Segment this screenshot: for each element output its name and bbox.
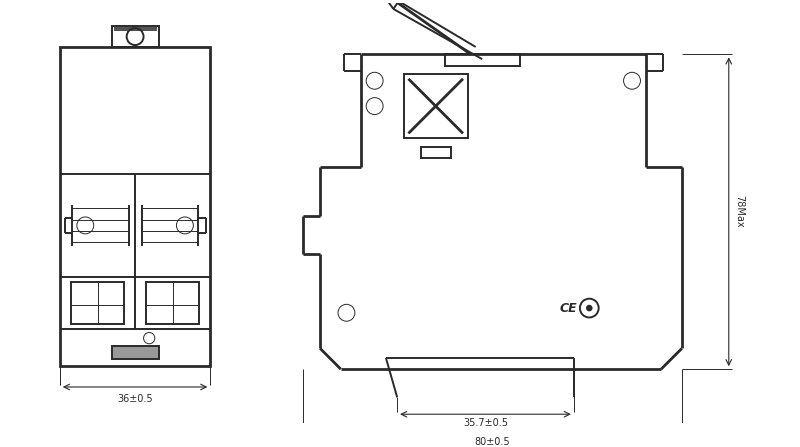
Bar: [114, 26, 156, 30]
Text: 36±0.5: 36±0.5: [118, 395, 153, 405]
Text: 35.7±0.5: 35.7±0.5: [463, 418, 508, 428]
Bar: [445, 55, 520, 66]
Text: CE: CE: [560, 302, 578, 315]
Bar: [112, 346, 158, 359]
Circle shape: [586, 305, 593, 312]
Bar: [112, 26, 158, 47]
Text: 78Max: 78Max: [734, 195, 745, 228]
Text: 80±0.5: 80±0.5: [474, 437, 510, 447]
Bar: [60, 47, 210, 366]
Bar: [404, 74, 468, 138]
Bar: [71, 282, 124, 324]
Bar: [421, 148, 450, 158]
Bar: [146, 282, 199, 324]
